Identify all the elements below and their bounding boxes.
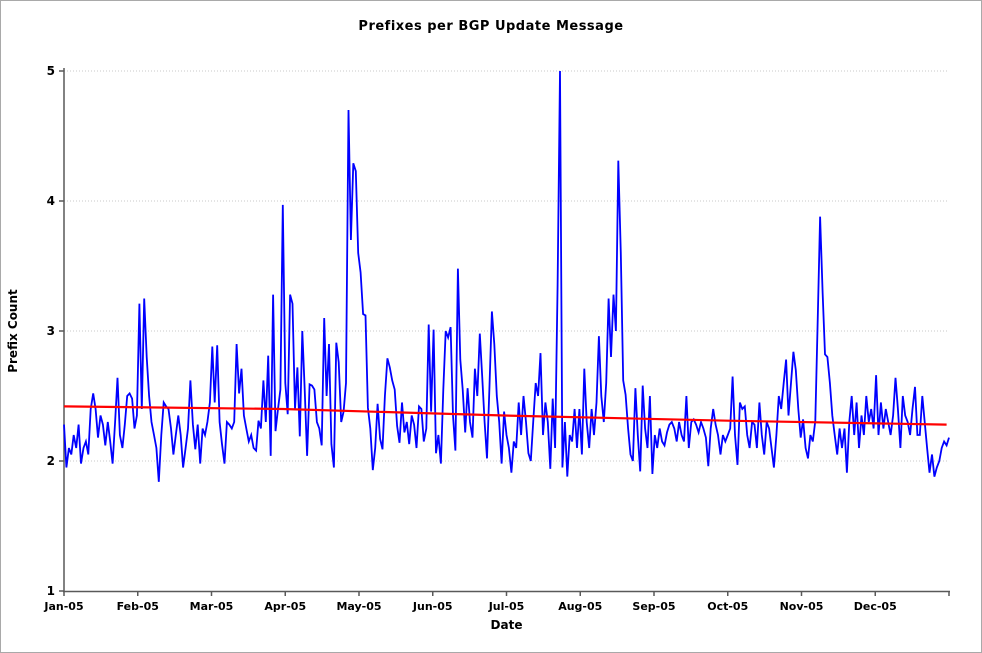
data-series-line bbox=[63, 70, 950, 482]
x-axis-title: Date bbox=[490, 618, 523, 632]
x-tick-label: May-05 bbox=[336, 600, 381, 613]
trend-line bbox=[63, 405, 947, 426]
y-tick-label: 5 bbox=[47, 64, 55, 78]
y-tick-label: 2 bbox=[47, 454, 55, 468]
x-tick-label: Nov-05 bbox=[780, 600, 824, 613]
chart-title: Prefixes per BGP Update Message bbox=[358, 19, 624, 34]
x-tick-label: Apr-05 bbox=[264, 600, 306, 613]
x-tick-label: Dec-05 bbox=[854, 600, 897, 613]
y-tick-label: 1 bbox=[47, 584, 55, 598]
x-tick-label: Jan-05 bbox=[43, 600, 83, 613]
x-tick-label: Jul-05 bbox=[488, 600, 525, 613]
x-tick-label: Feb-05 bbox=[117, 600, 159, 613]
x-tick-label: Sep-05 bbox=[632, 600, 675, 613]
y-tick-label: 4 bbox=[47, 194, 55, 208]
y-tick-label: 3 bbox=[47, 324, 55, 338]
x-tick-label: Jun-05 bbox=[412, 600, 453, 613]
x-tick-label: Mar-05 bbox=[190, 600, 234, 613]
x-tick-label: Aug-05 bbox=[558, 600, 602, 613]
x-tick-label: Oct-05 bbox=[707, 600, 748, 613]
